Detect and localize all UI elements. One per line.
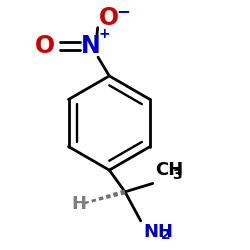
Text: −: − [116, 2, 130, 20]
Text: NH: NH [143, 223, 173, 241]
Text: +: + [99, 27, 110, 41]
Text: CH: CH [155, 160, 183, 178]
Text: N: N [81, 34, 101, 58]
Text: 3: 3 [172, 168, 182, 182]
Text: H: H [72, 195, 86, 213]
Text: 2: 2 [161, 228, 171, 241]
Text: O: O [35, 34, 55, 58]
Text: O: O [99, 6, 119, 30]
